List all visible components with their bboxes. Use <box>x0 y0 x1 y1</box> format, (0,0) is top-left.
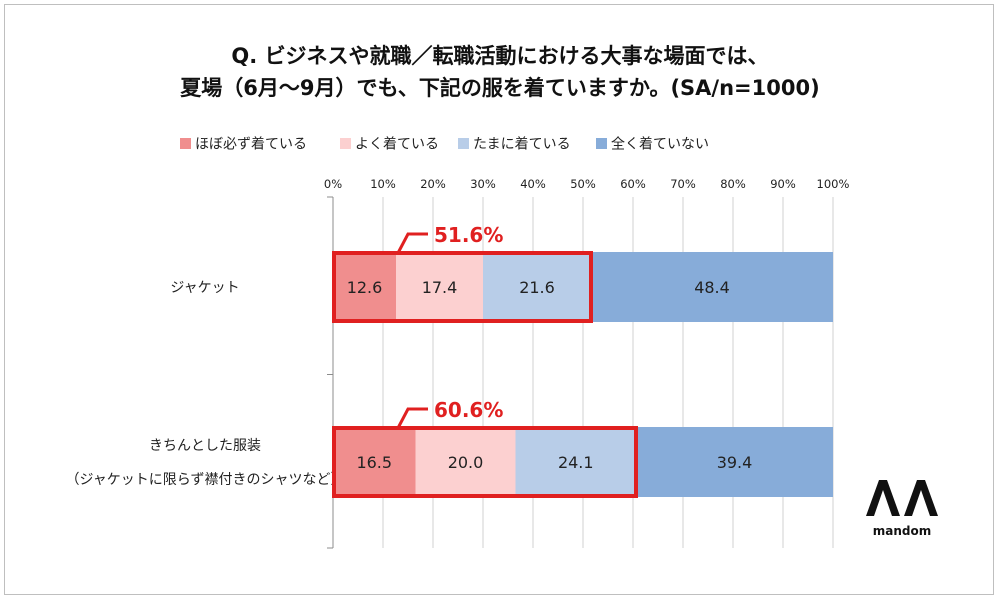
x-tick-label: 20% <box>420 177 446 191</box>
chart-title-line-2: 夏場（6月～9月）でも、下記の服を着ていますか。(SA/n=1000) <box>180 76 820 100</box>
category-label: きちんとした服装 <box>149 438 261 454</box>
bar-segment <box>483 252 591 322</box>
x-tick-label: 40% <box>520 177 546 191</box>
legend-swatch <box>458 138 469 149</box>
x-tick-label: 80% <box>720 177 746 191</box>
bar-value-label: 48.4 <box>694 278 730 297</box>
callout-leader <box>396 232 428 254</box>
x-tick-label: 50% <box>570 177 596 191</box>
highlight-box <box>332 251 593 323</box>
x-tick-label: 30% <box>470 177 496 191</box>
bar-segment <box>333 427 416 497</box>
bar-value-label: 20.0 <box>448 453 484 472</box>
legend-label: よく着ている <box>355 137 439 153</box>
chart-title-line-1: Q. ビジネスや就職／転職活動における大事な場面では、 <box>231 44 769 68</box>
legend-label: ほぼ必ず着ている <box>195 137 307 153</box>
bar-segment <box>515 427 636 497</box>
bar-value-label: 12.6 <box>347 278 383 297</box>
callout-leader <box>396 407 428 429</box>
bar-value-label: 39.4 <box>717 453 753 472</box>
legend-label: たまに着ている <box>473 137 571 153</box>
bar-segment <box>396 252 483 322</box>
bar-value-label: 16.5 <box>356 453 392 472</box>
bar-segment <box>636 427 833 497</box>
x-tick-label: 70% <box>670 177 696 191</box>
category-label: （ジャケットに限らず襟付きのシャツなど） <box>65 472 344 488</box>
bar-segment <box>415 427 516 497</box>
callout-label: 51.6% <box>434 223 503 247</box>
x-tick-label: 90% <box>770 177 796 191</box>
x-tick-label: 0% <box>324 177 342 191</box>
legend-swatch <box>596 138 607 149</box>
mandom-logo-text: mandom <box>872 524 932 538</box>
x-tick-label: 60% <box>620 177 646 191</box>
x-tick-label: 100% <box>817 177 850 191</box>
bar-value-label: 21.6 <box>519 278 555 297</box>
chart-title: Q. ビジネスや就職／転職活動における大事な場面では、 夏場（6月～9月）でも、… <box>0 40 1000 104</box>
bar-segment <box>591 252 833 322</box>
legend-label: 全く着ていない <box>611 136 709 153</box>
highlight-box <box>332 426 638 498</box>
x-tick-label: 10% <box>370 177 396 191</box>
legend-swatch <box>180 138 191 149</box>
bar-value-label: 17.4 <box>422 278 458 297</box>
callout-label: 60.6% <box>434 398 503 422</box>
bar-segment <box>333 252 396 322</box>
category-label: ジャケット <box>170 280 239 296</box>
mandom-logo-icon <box>866 480 938 516</box>
legend-swatch <box>340 138 351 149</box>
bar-value-label: 24.1 <box>558 453 594 472</box>
